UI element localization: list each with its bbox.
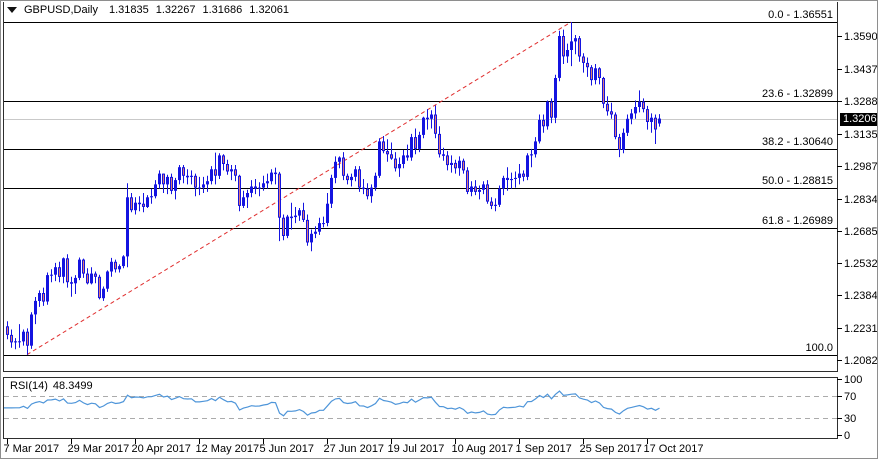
rsi-scale-label: 70 <box>844 390 857 403</box>
date-tick-label: 17 Oct 2017 <box>643 443 704 455</box>
rsi-value: 48.3499 <box>52 380 93 392</box>
date-tick-label: 19 Jul 2017 <box>387 443 445 455</box>
date-tick-label: 1 Sep 2017 <box>515 443 572 455</box>
open-value: 1.31835 <box>108 4 149 16</box>
rsi-title: RSI(14) 48.3499 <box>10 380 93 392</box>
rsi-scale-label: 30 <box>844 412 857 425</box>
date-tick-label: 12 May 2017 <box>195 443 260 455</box>
date-tick-label: 10 Aug 2017 <box>451 443 514 455</box>
date-tick-label: 29 Mar 2017 <box>67 443 130 455</box>
fib-level-label: 38.2 - 1.30640 <box>762 135 833 148</box>
rsi-scale-label: 100 <box>844 373 863 386</box>
price-tick-label: 1.35900 <box>844 30 878 43</box>
rsi-scale-label: 0 <box>844 429 851 442</box>
rsi-indicator-panel[interactable]: RSI(14) 48.3499 <box>3 377 838 439</box>
symbol-timeframe-label: GBPUSD,Daily <box>24 4 98 16</box>
price-tick-label: 1.34370 <box>844 63 878 76</box>
fib-level-label: 23.6 - 1.32899 <box>762 87 833 100</box>
price-tick-label: 1.28340 <box>844 193 878 206</box>
date-tick-label: 20 Apr 2017 <box>131 443 191 455</box>
date-tick-label: 7 Mar 2017 <box>3 443 60 455</box>
date-tick-label: 27 Jun 2017 <box>323 443 385 455</box>
fib-level-label: 61.8 - 1.26989 <box>762 214 833 227</box>
date-tick-label: 25 Sep 2017 <box>579 443 642 455</box>
date-tick-label: 5 Jun 2017 <box>259 443 314 455</box>
price-tick-label: 1.20825 <box>844 354 878 367</box>
low-value: 1.31686 <box>202 4 243 16</box>
fib-level-label: 100.0 <box>805 341 833 354</box>
price-tick-label: 1.31355 <box>844 128 878 141</box>
price-tick-label: 1.25325 <box>844 257 878 270</box>
price-chart-panel[interactable] <box>3 2 838 372</box>
fib-level-label: 50.0 - 1.28815 <box>762 174 833 187</box>
price-tick-label: 1.22310 <box>844 322 878 335</box>
current-price-box: 1.32061 <box>840 113 877 126</box>
price-tick-label: 1.32885 <box>844 95 878 108</box>
price-tick-label: 1.26855 <box>844 225 878 238</box>
high-value: 1.32267 <box>155 4 196 16</box>
price-tick-label: 1.23840 <box>844 289 878 302</box>
close-value: 1.32061 <box>249 4 290 16</box>
rsi-label: RSI(14) <box>10 380 48 392</box>
fib-level-label: 0.0 - 1.36551 <box>768 8 833 21</box>
chart-title-dropdown-icon[interactable] <box>7 7 17 13</box>
chart-title: GBPUSD,Daily 1.31835 1.32267 1.31686 1.3… <box>7 4 289 16</box>
price-tick-label: 1.29870 <box>844 160 878 173</box>
